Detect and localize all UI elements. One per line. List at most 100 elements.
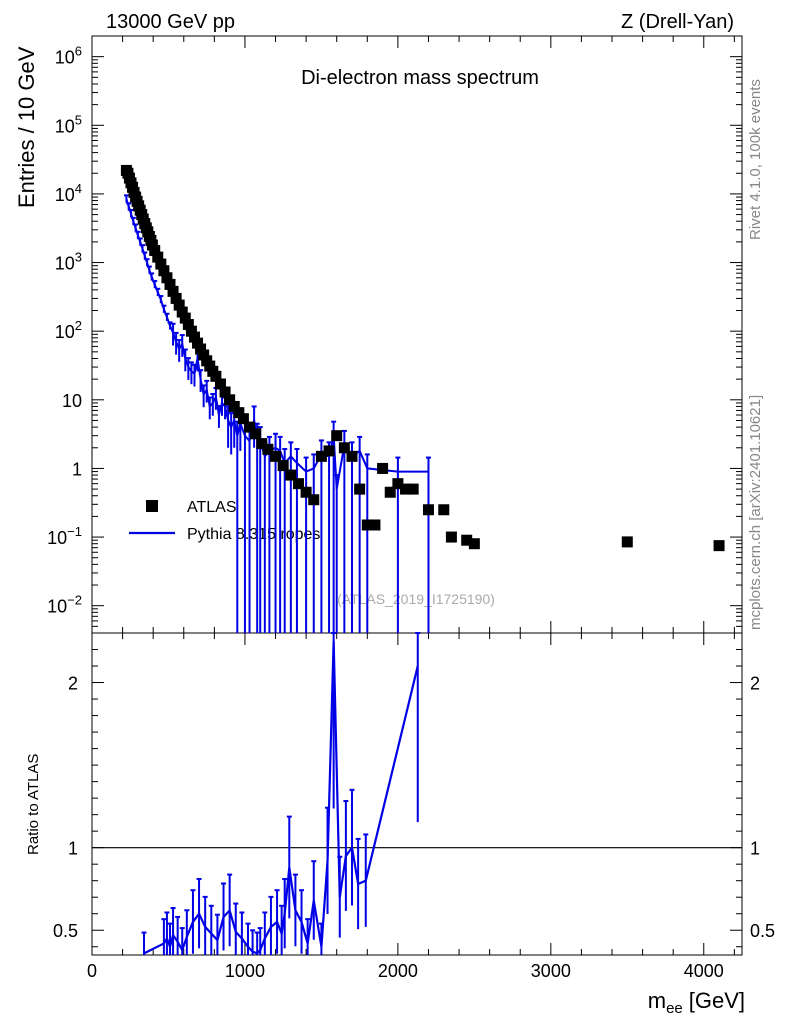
y-tick-base: 10 [55,116,75,136]
y-tick-exponent: 3 [75,250,82,265]
atlas-data-point [361,519,373,531]
ratio-tick-label-right: 1 [750,839,760,859]
y-tick-exponent: −1 [67,524,82,539]
y-tick-base: 10 [62,391,82,411]
atlas-data-point [621,536,633,548]
atlas-data-point [152,251,164,263]
y-tick-exponent: 2 [75,318,82,333]
rivet-label: Rivet 4.1.0, 100k events [747,79,764,240]
ratio-tick-label-right: 2 [750,674,760,694]
atlas-data-point [461,534,473,546]
atlas-data-point [300,486,312,498]
atlas-data-point [195,343,207,355]
y-tick-label: 10−2 [47,593,82,617]
x-axis-label-sub: ee [666,1000,683,1017]
y-tick-label: 105 [55,112,82,136]
y-tick-exponent: −2 [67,593,82,608]
y-tick-base: 10 [47,528,67,548]
y-tick-label: 106 [55,44,82,68]
atlas-data-point [256,438,268,450]
atlas-data-point [198,349,210,361]
y-axis-label: Entries / 10 GeV [14,46,39,208]
analysis-watermark: (ATLAS_2019_I1725190) [337,591,495,607]
atlas-data-point [308,494,320,506]
atlas-data-point [179,312,191,324]
atlas-data-point [331,430,343,442]
y-tick-base: 10 [55,254,75,274]
y-tick-label: 10−1 [47,524,82,548]
atlas-data-point [277,460,289,472]
ratio-tick-label-left: 2 [68,674,78,694]
atlas-data-point [445,531,457,543]
atlas-data-point [346,450,358,462]
y-tick-base: 10 [55,185,75,205]
y-tick-base: 10 [55,322,75,342]
y-tick-label: 10 [62,391,82,411]
ratio-tick-label-right: 0.5 [750,921,775,941]
x-axis-label: mee [GeV] [648,988,745,1017]
atlas-data-point [188,331,200,343]
atlas-data-point [244,421,256,433]
atlas-data-point [228,400,240,412]
atlas-data-point [192,337,204,349]
header-right: Z (Drell-Yan) [621,11,734,33]
ratio-y-axis-label: Ratio to ATLAS [25,754,42,855]
atlas-data-point [285,469,297,481]
atlas-data-point [262,443,274,455]
atlas-data-point [270,450,282,462]
atlas-data-point [323,445,335,457]
atlas-data-point [161,272,173,284]
atlas-data-point [167,285,179,297]
atlas-data-point [155,258,167,270]
atlas-data-point [338,442,350,454]
atlas-data-point [210,370,222,382]
y-tick-base: 1 [72,459,82,479]
atlas-data-point [250,428,262,440]
plot-title: Di-electron mass spectrum [301,67,539,89]
pythia-series-line [125,198,429,490]
legend-atlas-label: ATLAS [187,499,237,516]
legend-pythia-label: Pythia 8.315 ropes [187,526,320,543]
atlas-data-point [369,519,381,531]
x-tick-label: 0 [87,961,97,981]
atlas-data-point [170,292,182,304]
atlas-data-point [468,538,480,550]
y-tick-label: 1 [72,459,82,479]
mcplots-label: mcplots.cern.ch [arXiv:2401.10621] [747,395,764,630]
atlas-data-point [182,319,194,331]
atlas-data-point [713,540,725,552]
atlas-data-point [377,462,389,474]
y-tick-base: 10 [47,597,67,617]
x-tick-label: 2000 [378,961,418,981]
atlas-data-point [233,407,245,419]
atlas-data-point [354,483,366,495]
ratio-tick-label-left: 0.5 [53,921,78,941]
x-tick-label: 1000 [225,961,265,981]
header-left: 13000 GeV pp [106,11,235,33]
atlas-data-point [219,386,231,398]
atlas-data-point [315,450,327,462]
atlas-data-point [164,278,176,290]
atlas-data-point [400,483,412,495]
atlas-data-point [176,306,188,318]
y-tick-exponent: 5 [75,112,82,127]
y-tick-label: 102 [55,318,82,342]
atlas-data-point [224,394,236,406]
ratio-tick-label-left: 1 [68,839,78,859]
atlas-data-point [158,265,170,277]
atlas-data-point [173,299,185,311]
y-tick-exponent: 6 [75,44,82,59]
atlas-data-point [407,483,419,495]
atlas-data-point [214,378,226,390]
atlas-data-point [185,325,197,337]
y-tick-exponent: 4 [75,181,82,196]
y-tick-label: 104 [55,181,82,205]
atlas-data-point [384,486,396,498]
atlas-data-point [422,504,434,516]
atlas-data-point [237,413,249,425]
atlas-data-point [149,244,161,256]
ratio-series-line [143,641,419,955]
atlas-data-point [292,478,304,490]
